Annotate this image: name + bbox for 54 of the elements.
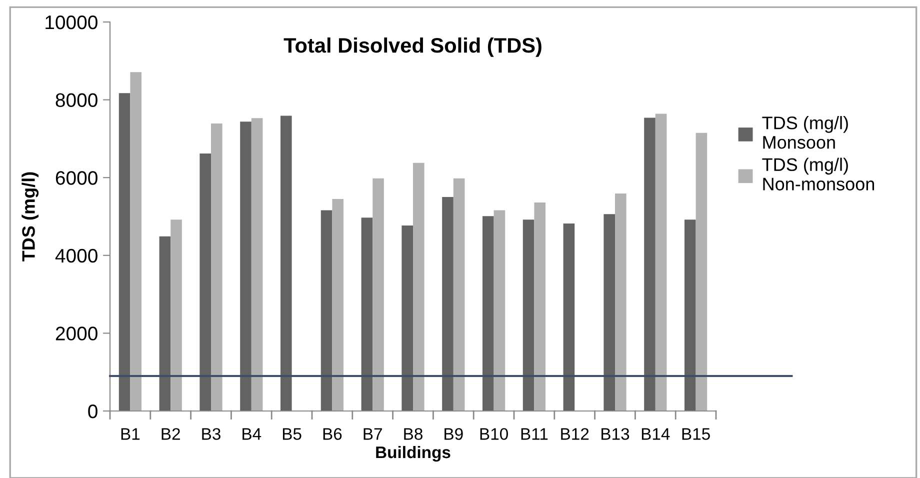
- bar: [563, 224, 575, 411]
- bar: [170, 220, 182, 411]
- bar: [655, 114, 667, 411]
- y-tick-label: 4000: [55, 248, 98, 263]
- bar: [413, 162, 424, 411]
- y-tick-label: 6000: [56, 171, 98, 185]
- bar: [130, 72, 142, 411]
- bar: [494, 210, 506, 411]
- x-tick-label: B2: [162, 428, 180, 440]
- bar: [696, 132, 708, 411]
- legend-label: TDS (mg/l) Monsoon: [762, 116, 848, 149]
- x-tick-label: B7: [364, 428, 382, 440]
- bar: [159, 236, 171, 411]
- legend-label: TDS (mg/l) Non-monsoon: [762, 158, 874, 190]
- x-tick-label: B6: [323, 428, 342, 440]
- bar: [200, 153, 211, 411]
- bar: [522, 220, 534, 411]
- y-tick-label: 2000: [56, 326, 98, 340]
- x-axis-title: Buildings: [376, 446, 450, 462]
- x-tick-label: B4: [242, 428, 262, 440]
- bar: [372, 178, 384, 411]
- y-axis-title: TDS (mg/l): [22, 172, 39, 262]
- bar: [118, 93, 130, 411]
- bar: [240, 122, 252, 411]
- x-tick-label: B12: [561, 428, 589, 440]
- x-tick-label: B1: [121, 428, 140, 440]
- x-tick-label: B11: [521, 428, 548, 440]
- bar: [442, 197, 454, 411]
- bar: [644, 118, 656, 411]
- bar: [604, 214, 615, 411]
- y-tick-label: 10000: [46, 15, 98, 30]
- x-tick-label: B8: [404, 428, 422, 440]
- bar: [615, 194, 626, 411]
- bar: [453, 178, 465, 411]
- bar: [280, 116, 292, 411]
- bar: [211, 124, 222, 411]
- x-tick-label: B5: [282, 428, 302, 440]
- x-tick-label: B10: [480, 428, 508, 440]
- bar: [320, 210, 332, 411]
- x-tick-label: B13: [602, 428, 630, 440]
- y-tick-label: 8000: [56, 93, 98, 108]
- x-tick-label: B15: [682, 428, 710, 440]
- x-tick-label: B3: [202, 428, 220, 440]
- bar: [534, 202, 546, 411]
- bar: [482, 216, 494, 411]
- bar: [251, 118, 263, 411]
- bar: [361, 218, 373, 411]
- text: Total Disolved Solid (TDS): [284, 37, 542, 57]
- x-tick-label: B14: [642, 428, 670, 440]
- bar: [332, 198, 344, 411]
- bar: [402, 225, 413, 411]
- bar: [684, 220, 696, 411]
- x-tick-label: B9: [444, 428, 463, 440]
- y-tick-label: 0: [88, 404, 98, 418]
